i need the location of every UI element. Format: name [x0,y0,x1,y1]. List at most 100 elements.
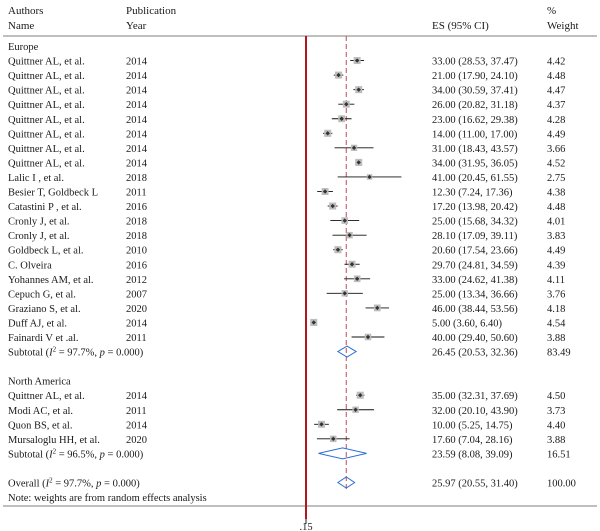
study-es: 23.00 (16.62, 29.38) [432,115,518,126]
point-estimate [339,116,344,121]
study-year: 2011 [126,406,147,417]
study-author: Quittner AL, et al. [8,57,85,68]
study-author: Catastini P , et al. [8,202,82,213]
study-weight: 4.18 [547,304,565,315]
point-estimate [319,422,324,427]
study-es: 46.00 (38.44, 53.56) [432,304,518,315]
study-year: 2010 [126,246,147,257]
study-weight: 4.47 [547,86,565,97]
study-weight: 4.48 [547,71,565,82]
point-estimate [351,145,357,151]
point-estimate [356,160,361,165]
study-weight: 4.50 [547,391,565,402]
study-weight: 4.37 [547,100,565,111]
study-author: Cepuch G, et al. [8,289,76,300]
study-author: Quittner AL, et al. [8,129,85,140]
study-weight: 3.66 [547,144,565,155]
study-weight: 4.11 [547,275,565,286]
study-author: Graziano S, et al. [8,304,81,315]
point-estimate [375,305,380,311]
study-year: 2020 [126,304,147,315]
study-year: 2014 [126,420,148,431]
point-estimate [322,189,328,194]
study-author: Mursaloglu HH, et al. [8,435,100,446]
study-year: 2011 [126,333,147,344]
header-name: Name [8,20,34,32]
study-year: 2018 [126,217,147,228]
study-author: Quon BS, et al. [8,420,72,431]
study-author: Modi AC, et al. [8,406,73,417]
study-year: 2014 [126,115,148,126]
subtotal-weight: 83.49 [547,348,571,359]
study-es: 25.00 (15.68, 34.32) [432,217,518,228]
study-es: 34.00 (30.59, 37.41) [432,86,518,97]
study-year: 2014 [126,86,148,97]
subtotal-label: Subtotal (I2 = 97.7%, p = 0.000) [8,346,144,359]
subtotal-es: 26.45 (20.53, 32.36) [432,348,518,359]
study-author: Quittner AL, et al. [8,144,85,155]
point-estimate [330,203,335,209]
study-weight: 3.88 [547,435,565,446]
study-author: Quittner AL, et al. [8,115,85,126]
study-weight: 3.88 [547,333,565,344]
subtotal-weight: 16.51 [547,449,571,460]
study-weight: 3.73 [547,406,565,417]
study-weight: 4.49 [547,129,565,140]
header-authors: Authors [8,5,43,17]
point-estimate [311,320,316,325]
study-es: 28.10 (17.09, 39.11) [432,231,518,242]
study-es: 41.00 (20.45, 61.55) [432,173,518,184]
study-es: 34.00 (31.95, 36.05) [432,158,518,169]
study-es: 12.30 (7.24, 17.36) [432,188,513,199]
header-percent: % [547,5,556,17]
study-year: 2014 [126,158,148,169]
point-estimate [344,102,349,107]
study-weight: 4.39 [547,260,565,271]
study-author: Lalic I , et al. [8,173,64,184]
study-es: 35.00 (32.31, 37.69) [432,391,518,402]
study-author: Quittner AL, et al. [8,158,85,169]
study-author: Quittner AL, et al. [8,86,85,97]
point-estimate [335,247,341,252]
study-es: 14.00 (11.00, 17.00) [432,129,518,140]
study-year: 2014 [126,391,148,402]
point-estimate [336,72,341,78]
point-estimate [353,407,358,412]
study-es: 32.00 (20.10, 43.90) [432,406,518,417]
study-weight: 4.38 [547,188,565,199]
study-es: 17.20 (13.98, 20.42) [432,202,518,213]
header-year: Year [126,20,147,32]
subtotal-es: 23.59 (8.08, 39.09) [432,449,513,460]
point-estimate [347,232,352,238]
study-year: 2007 [126,289,147,300]
study-weight: 4.28 [547,115,565,126]
study-year: 2016 [126,202,147,213]
study-es: 26.00 (20.82, 31.18) [432,100,518,111]
study-year: 2014 [126,100,148,111]
study-year: 2012 [126,275,147,286]
study-author: Yohannes AM, et al. [8,275,94,286]
study-author: Duff AJ, et al. [8,318,67,329]
study-es: 20.60 (17.54, 23.66) [432,246,518,257]
study-year: 2011 [126,188,147,199]
overall-weight: 100.00 [547,479,576,490]
study-weight: 4.48 [547,202,565,213]
study-author: Quittner AL, et al. [8,100,85,111]
study-es: 33.00 (28.53, 37.47) [432,57,518,68]
point-estimate [358,393,363,398]
study-weight: 3.83 [547,231,565,242]
study-es: 5.00 (3.60, 6.40) [432,318,502,329]
study-weight: 2.75 [547,173,565,184]
subtotal-diamond [318,447,367,460]
study-weight: 4.01 [547,217,565,228]
study-year: 2014 [126,318,148,329]
study-author: Quittner AL, et al. [8,71,85,82]
study-author: Besier T, Goldbeck L [8,188,98,199]
plot-marks [305,36,402,519]
header-es: ES (95% CI) [432,20,489,32]
point-estimate [349,262,355,267]
point-estimate [354,276,360,281]
study-weight: 4.49 [547,246,565,257]
table-rows: Europe Quittner AL, et al. 2014 33.00 (28.5… [8,42,576,490]
